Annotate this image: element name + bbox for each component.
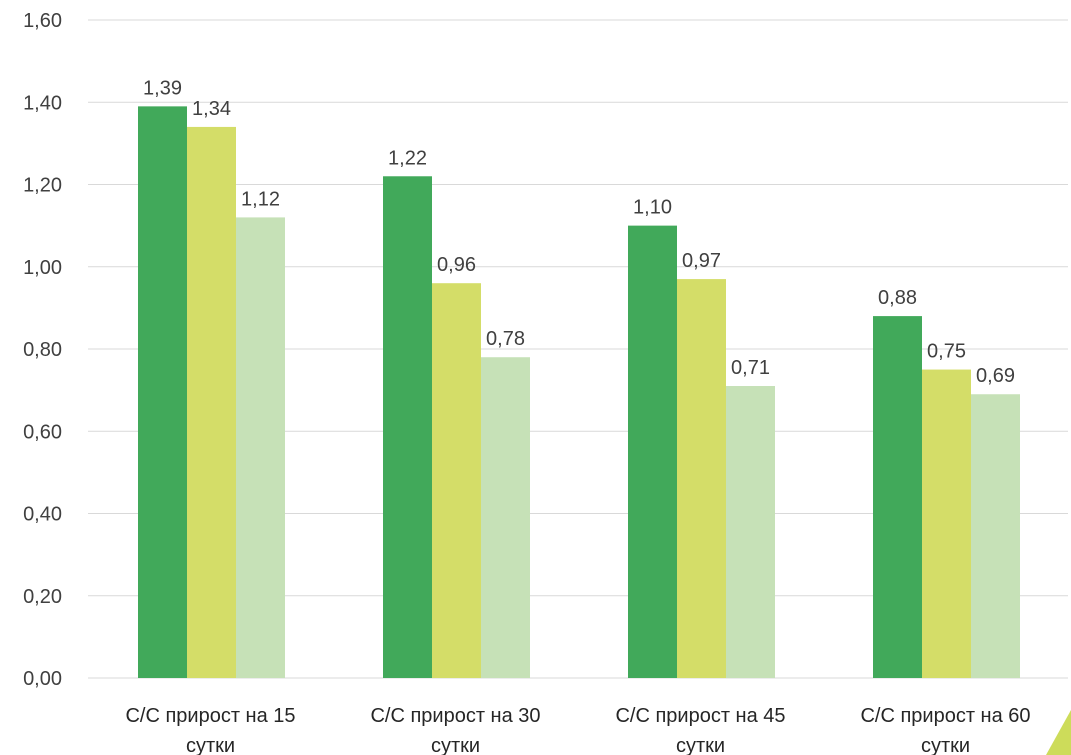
- bar: [922, 369, 971, 678]
- data-label: 0,88: [878, 287, 917, 309]
- data-label: 0,78: [486, 328, 525, 350]
- data-labels: 1,39 1,34 1,12 1,22 0,96 0,78 1,10 0,97 0,71 0,88…: [143, 77, 1015, 387]
- bar: [432, 283, 481, 678]
- data-label: 0,97: [682, 250, 721, 272]
- y-tick-label: 0,40: [23, 504, 62, 526]
- bar: [873, 316, 922, 678]
- bar: [481, 357, 530, 678]
- x-category-label: сутки: [431, 735, 480, 755]
- y-tick-label: 1,40: [23, 92, 62, 114]
- y-tick-label: 0,80: [23, 339, 62, 361]
- x-category-label: сутки: [921, 735, 970, 755]
- data-label: 0,71: [731, 357, 770, 379]
- y-tick-label: 0,20: [23, 586, 62, 608]
- data-label: 0,69: [976, 365, 1015, 387]
- data-label: 1,34: [192, 98, 231, 120]
- x-category-label: С/С прирост на 45: [615, 705, 785, 727]
- x-category-label: С/С прирост на 30: [370, 705, 540, 727]
- data-label: 1,10: [633, 197, 672, 219]
- y-tick-label: 1,00: [23, 257, 62, 279]
- corner-decoration: [1046, 710, 1071, 755]
- x-category-label: С/С прирост на 60: [860, 705, 1030, 727]
- bar: [726, 386, 775, 678]
- bar: [187, 126, 236, 679]
- y-axis: 0,00 0,20 0,40 0,60 0,80 1,00 1,20 1,40 1,60: [23, 10, 62, 690]
- bar: [236, 217, 285, 678]
- y-tick-label: 0,60: [23, 421, 62, 443]
- y-tick-label: 1,60: [23, 10, 62, 32]
- data-label: 0,75: [927, 341, 966, 363]
- data-label: 1,39: [143, 77, 182, 99]
- x-category-label: С/С прирост на 15: [125, 705, 295, 727]
- bar: [677, 279, 726, 678]
- y-tick-label: 0,00: [23, 668, 62, 690]
- y-tick-label: 1,20: [23, 175, 62, 197]
- bar: [138, 106, 187, 679]
- x-category-label: сутки: [186, 735, 235, 755]
- bar: [383, 176, 432, 678]
- data-label: 1,22: [388, 147, 427, 169]
- bar: [971, 394, 1020, 678]
- x-axis: С/С прирост на 15 сутки С/С прирост на 30 с…: [125, 705, 1030, 755]
- bar: [628, 225, 677, 678]
- data-label: 0,96: [437, 254, 476, 276]
- x-category-label: сутки: [676, 735, 725, 755]
- data-label: 1,12: [241, 188, 280, 210]
- bars: [138, 106, 1020, 679]
